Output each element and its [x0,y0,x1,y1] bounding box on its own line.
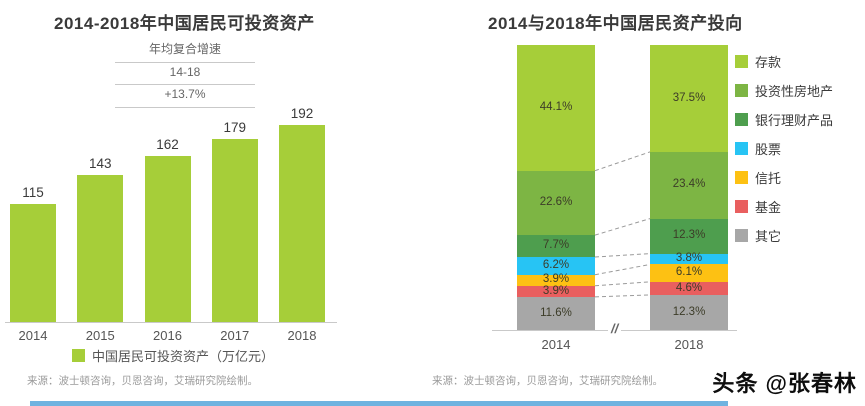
cagr-range: 14-18 [169,64,201,79]
x-axis-label: 2015 [85,328,115,343]
legend-swatch [735,200,748,213]
segment-银行理财产品-2014: 7.7% [517,235,595,257]
legend-item-其它: 其它 [735,226,833,245]
legend-swatch [735,55,748,68]
bar-column-2017: 179 [211,97,258,322]
segment-value-label: 44.1% [539,101,573,114]
segment-value-label: 3.9% [542,284,570,297]
bar-2014 [10,204,56,322]
segment-股票-2018: 3.8% [650,252,728,265]
legend-label: 其它 [755,229,782,244]
segment-value-label: 37.5% [672,91,706,104]
annotation-divider [115,61,255,63]
segment-信托-2014: 3.9% [517,273,595,286]
segment-value-label: 22.6% [539,196,573,209]
bar-column-2015: 143 [77,97,124,322]
stacked-bar-2014: 44.1% 22.6% 7.7% 6.2% 3.9% 3.9% 11.6% [517,45,595,330]
segment-基金-2018: 4.6% [650,281,728,295]
segment-银行理财产品-2018: 12.3% [650,218,728,254]
bar-2018 [279,125,325,322]
right-chart-panel: 2014与2018年中国居民资产投向 44.1% 22.6% 7.7% 6.2% 3.9… [430,0,865,406]
source-note: 来源：波士顿咨询，贝恩咨询，艾瑞研究院绘制。 [27,375,258,387]
legend-label: 中国居民可投资资产（万亿元） [92,349,275,364]
right-chart-title: 2014与2018年中国居民资产投向 [488,14,743,33]
segment-其它-2018: 12.3% [650,294,728,331]
axis-break-symbol: // [608,321,622,336]
legend-label: 基金 [755,200,782,215]
legend-swatch [72,349,85,362]
segment-value-label: 3.9% [542,273,570,286]
segment-股票-2014: 6.2% [517,256,595,275]
bar-chart-plot-area: 115 143 162 179 192 [10,97,325,322]
legend-item-信托: 信托 [735,168,833,187]
legend-label: 股票 [755,142,782,157]
legend-swatch [735,84,748,97]
segment-value-label: 4.6% [675,281,703,294]
annotation-divider [115,84,255,86]
segment-value-label: 7.7% [542,239,570,252]
legend-swatch [735,229,748,242]
bottom-decor-strip [30,401,728,406]
legend-item-银行理财产品: 银行理财产品 [735,110,833,129]
right-chart-legend: 存款投资性房地产 银行理财产品 股票信托基金其它 [735,52,833,255]
legend-swatch [735,142,748,155]
bar-column-2014: 115 [10,97,56,322]
watermark-text: 头条 @张春林 [712,371,857,396]
bar-value-label: 115 [22,185,44,201]
bar-2017 [211,138,258,322]
bar-value-label: 143 [88,156,112,172]
bar-value-label: 162 [156,137,179,152]
legend-swatch [735,171,748,184]
source-note: 来源：波士顿咨询，贝恩咨询，艾瑞研究院绘制。 [432,375,663,387]
left-chart-legend: 中国居民可投资资产（万亿元） [72,346,274,365]
cagr-annotation: 年均复合增速 14-18 +13.7% [115,40,255,108]
legend-label: 信托 [755,171,782,186]
legend-item-基金: 基金 [735,197,833,216]
x-axis-label: 2018 [674,337,704,352]
segment-其它-2014: 11.6% [517,296,595,330]
x-axis-labels: 2014 2015 2016 2017 2018 [10,328,325,343]
legend-label: 银行理财产品 [755,113,834,128]
x-axis-label: 2018 [287,328,317,343]
segment-value-label: 12.3% [672,305,706,318]
left-chart-panel: 2014-2018年中国居民可投资资产 年均复合增速 14-18 +13.7% … [0,0,430,406]
bar-2015 [77,175,124,322]
cagr-value: +13.7% [164,87,206,102]
bar-value-label: 192 [290,106,314,122]
bar-2016 [144,156,191,322]
x-axis-line [5,322,337,323]
x-axis-label: 2017 [220,328,250,343]
legend-item-存款: 存款 [735,52,833,71]
bar-column-2018: 192 [279,97,325,322]
segment-value-label: 3.8% [675,252,703,265]
segment-value-label: 6.2% [542,259,570,272]
legend-item-投资性房地产: 投资性房地产 [735,81,833,100]
x-axis-label: 2014 [18,328,48,343]
segment-存款-2018: 37.5% [650,45,728,152]
segment-value-label: 6.1% [675,266,703,279]
bar-column-2016: 162 [144,97,191,322]
segment-投资性房地产-2014: 22.6% [517,170,595,236]
segment-基金-2014: 3.9% [517,284,595,297]
segment-value-label: 23.4% [672,178,706,191]
bar-value-label: 179 [223,119,247,135]
segment-投资性房地产-2018: 23.4% [650,151,728,219]
segment-value-label: 11.6% [540,306,572,319]
stacked-bar-2018: 37.5% 23.4% 12.3% 3.8% 6.1% 4.6% 12.3% [650,45,728,331]
legend-swatch [735,113,748,126]
legend-label: 投资性房地产 [755,84,834,99]
legend-label: 存款 [755,55,782,70]
annotation-divider [115,106,255,108]
x-axis-label: 2016 [153,328,182,343]
left-chart-title: 2014-2018年中国居民可投资资产 [54,14,315,33]
legend-item-股票: 股票 [735,139,833,158]
segment-存款-2014: 44.1% [517,45,595,171]
cagr-label: 年均复合增速 [148,42,221,56]
segment-value-label: 12.3% [672,229,706,242]
x-axis-label: 2014 [541,337,571,352]
segment-信托-2018: 6.1% [650,264,728,282]
